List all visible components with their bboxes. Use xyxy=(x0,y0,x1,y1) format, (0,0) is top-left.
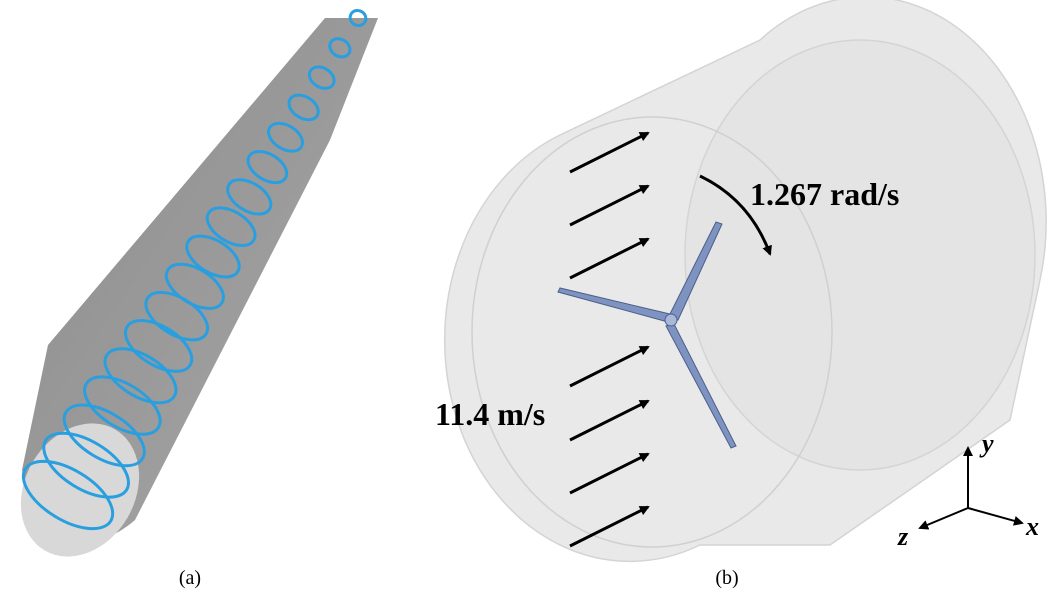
axis-z xyxy=(920,508,968,528)
blade-panel xyxy=(0,8,378,579)
turbine-hub xyxy=(665,314,677,326)
axis-x-label: x xyxy=(1025,512,1039,541)
caption-a: (a) xyxy=(179,567,201,589)
domain-cylinder xyxy=(445,0,1046,561)
axis-y-label: y xyxy=(979,429,994,458)
velocity-label: 11.4 m/s xyxy=(435,396,545,432)
figure: (a) 1.267 rad/s 11.4 m/s y z x (b) xyxy=(0,0,1047,599)
caption-b: (b) xyxy=(715,567,738,589)
rotation-label: 1.267 rad/s xyxy=(750,176,899,212)
cylinder-back xyxy=(685,40,1035,470)
axis-x xyxy=(968,508,1022,523)
axis-z-label: z xyxy=(897,522,909,551)
